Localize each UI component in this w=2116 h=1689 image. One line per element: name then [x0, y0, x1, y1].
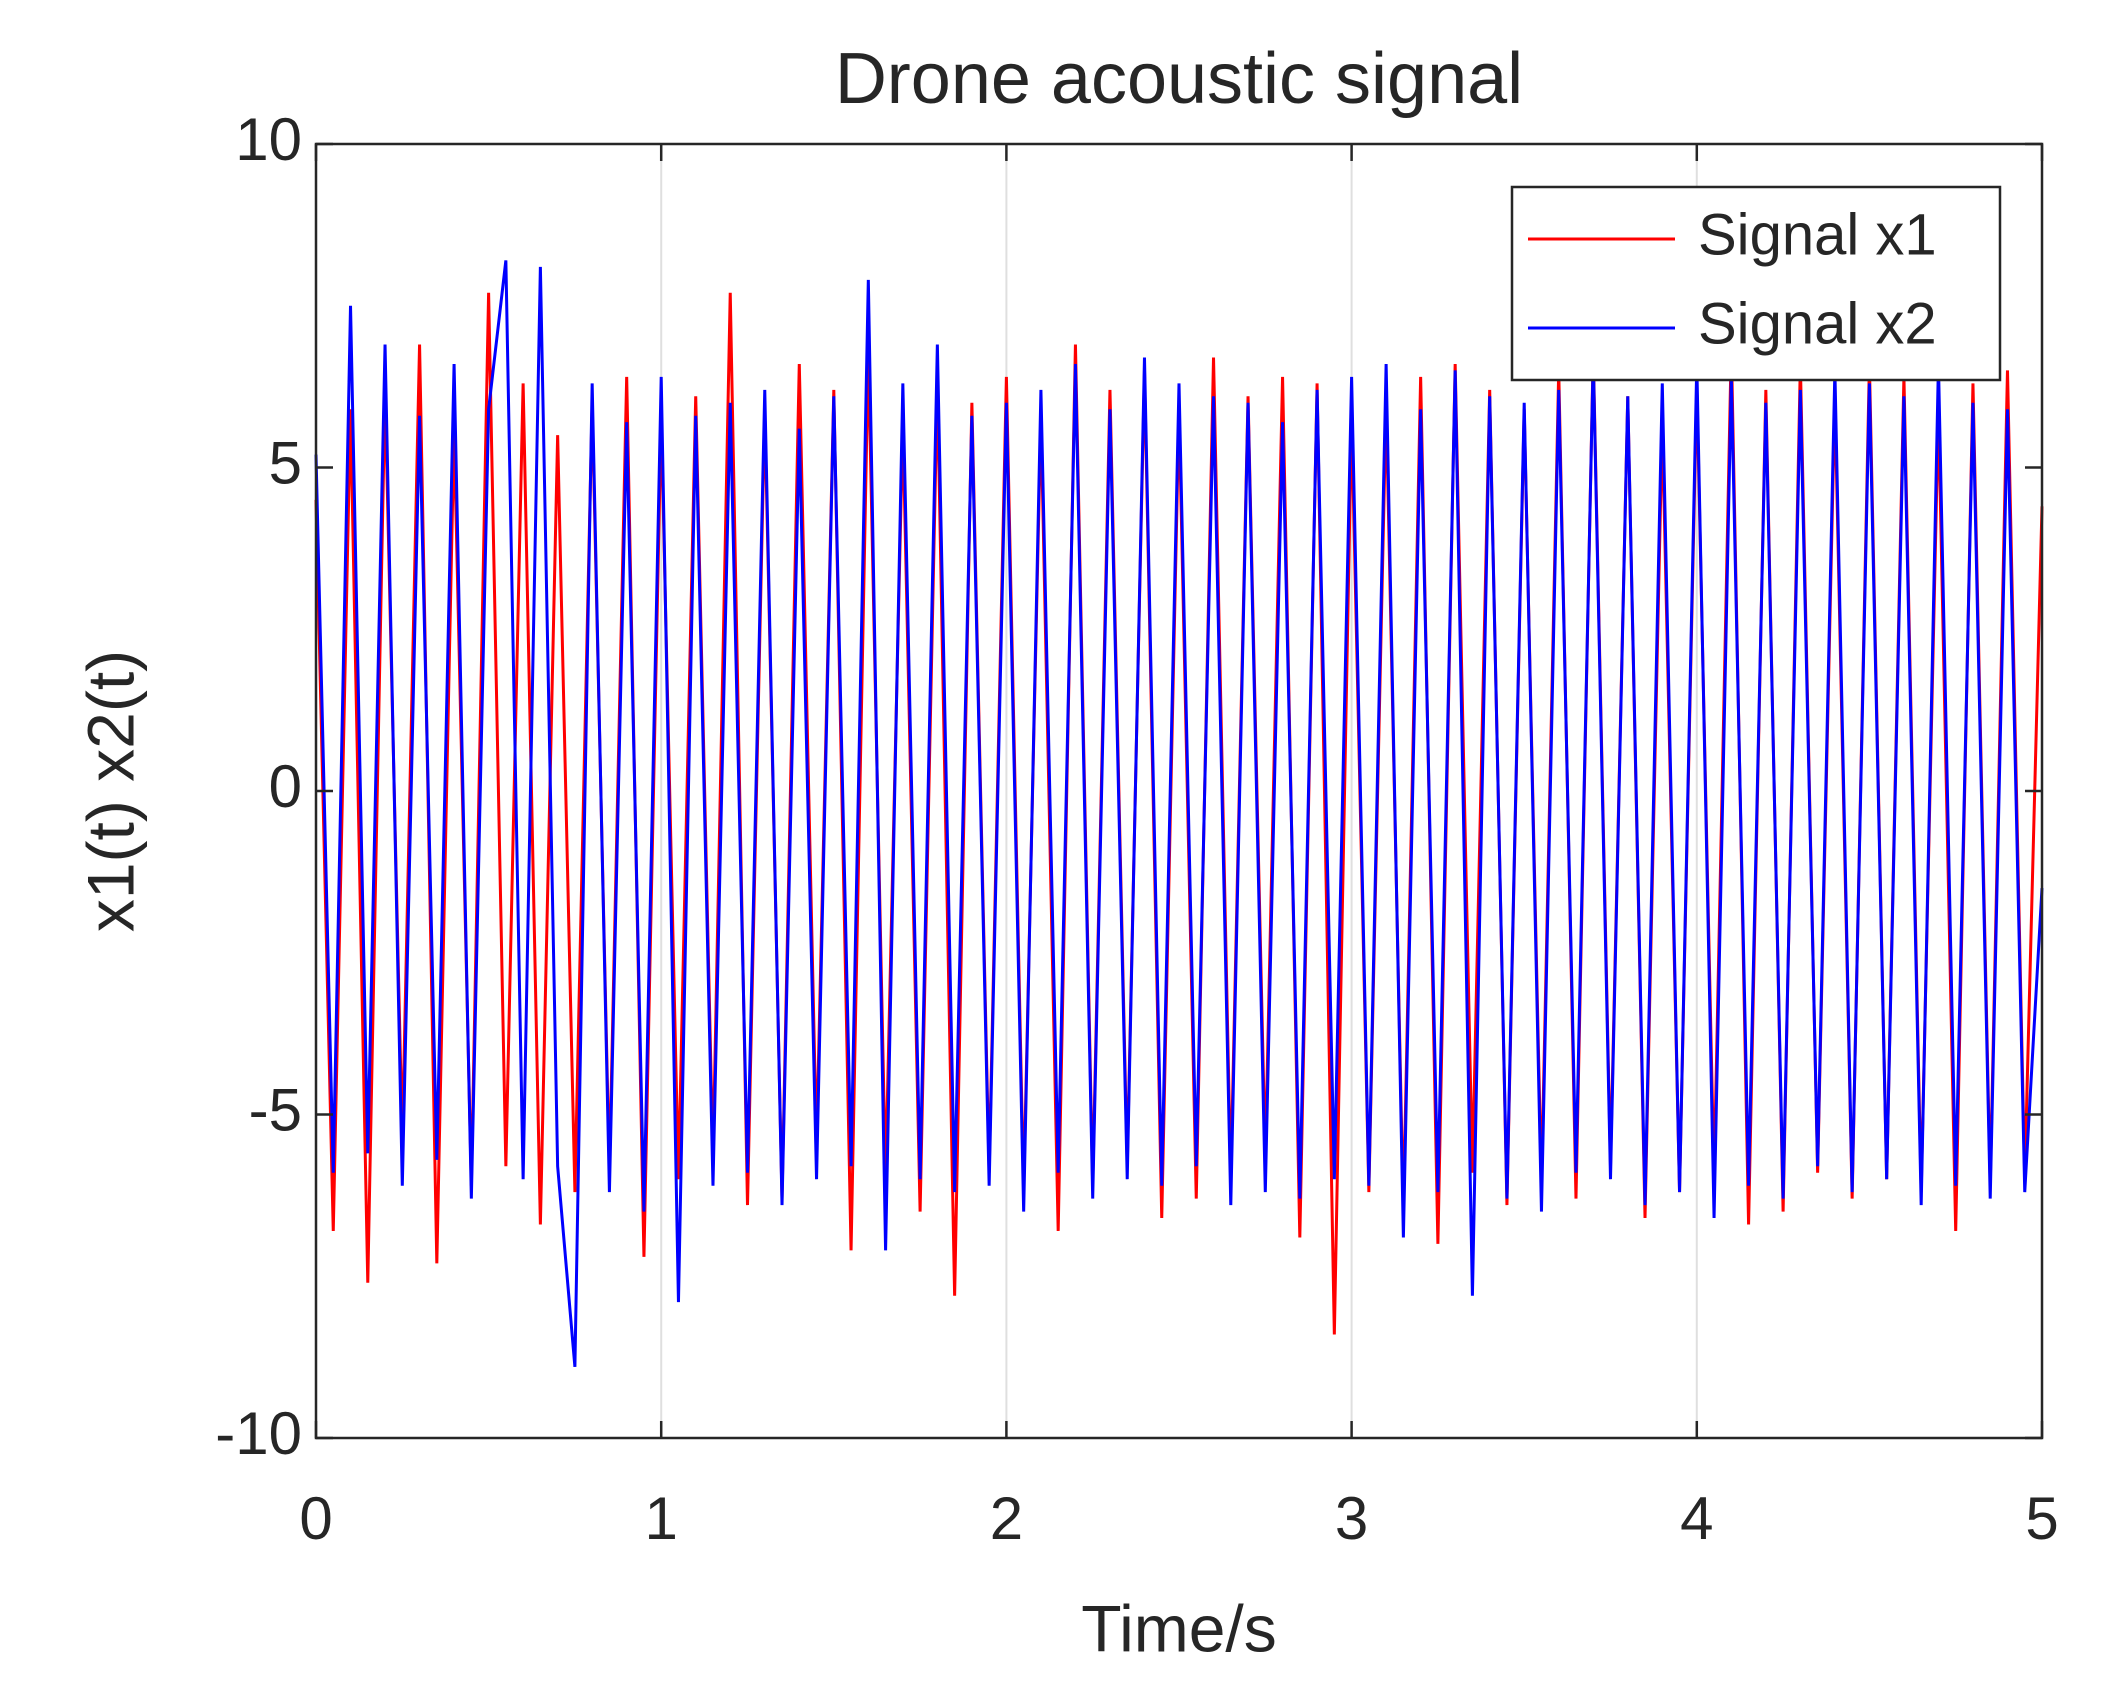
- y-tick-label: 0: [269, 753, 302, 820]
- x-tick-label: 3: [1335, 1485, 1368, 1552]
- y-tick-label: -5: [249, 1076, 302, 1143]
- y-tick-label: 5: [269, 429, 302, 496]
- y-tick-label: 10: [235, 106, 302, 173]
- x-tick-label: 1: [645, 1485, 678, 1552]
- legend-box: [1510, 185, 2002, 382]
- x-tick-label: 0: [299, 1485, 332, 1552]
- x-tick-label: 5: [2025, 1485, 2058, 1552]
- x-tick-label: 2: [990, 1485, 1023, 1552]
- y-tick-label: -10: [215, 1400, 302, 1467]
- data-line: [314, 260, 2044, 1367]
- legend-label: Signal x2: [1698, 291, 1937, 356]
- y-axis-label: x1(t) x2(t): [73, 650, 147, 932]
- x-tick-label: 4: [1680, 1485, 1713, 1552]
- x-axis-label: Time/s: [1081, 1591, 1277, 1665]
- chart-title: Drone acoustic signal: [835, 39, 1523, 119]
- legend-label: Signal x1: [1698, 202, 1937, 267]
